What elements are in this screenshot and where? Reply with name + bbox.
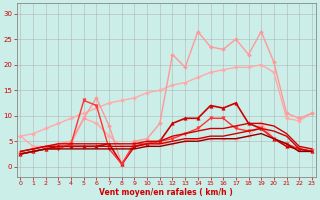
X-axis label: Vent moyen/en rafales ( km/h ): Vent moyen/en rafales ( km/h ) (99, 188, 233, 197)
